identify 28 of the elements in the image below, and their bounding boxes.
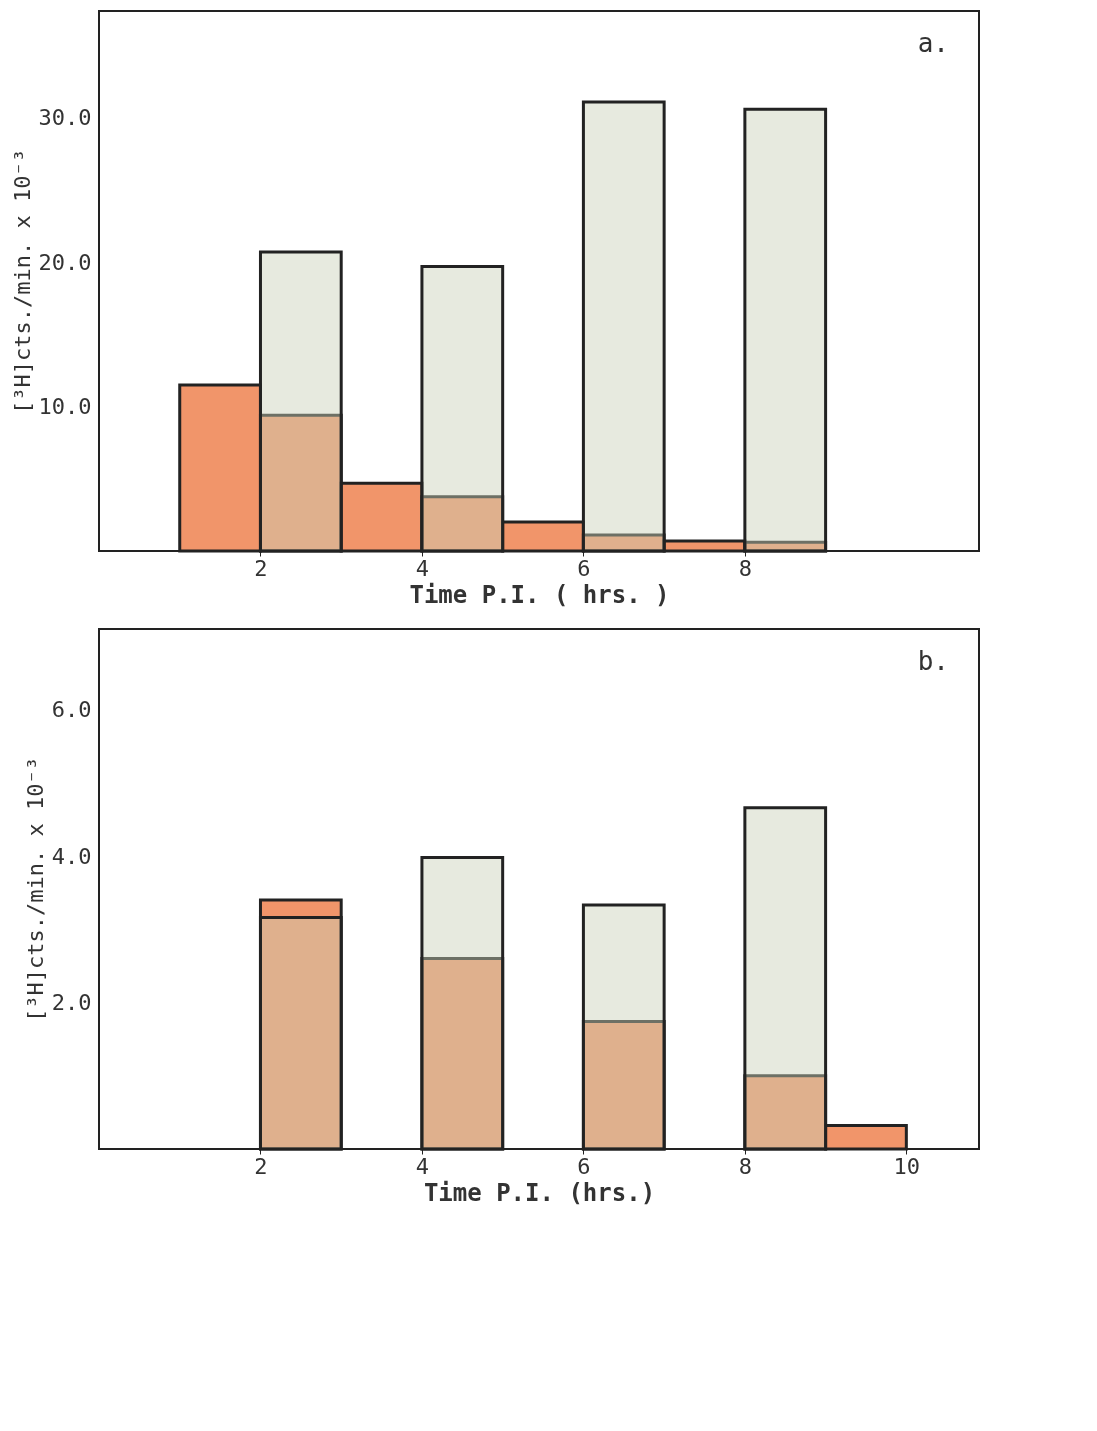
- x-axis-title: Time P.I. (hrs.): [423, 1178, 656, 1207]
- annotation: a.: [917, 28, 949, 58]
- x-tick-label: 2: [254, 555, 268, 581]
- x-tick-label: 4: [415, 555, 430, 581]
- x-tick-label: 8: [738, 1153, 752, 1179]
- bar: [258, 250, 343, 553]
- y-axis-title: [³H]cts./min. x 10⁻³: [9, 149, 35, 414]
- y-tick-label: 2.0: [51, 990, 92, 1016]
- y-tick-label: 30.0: [38, 105, 92, 131]
- bar: [581, 100, 666, 553]
- x-tick-label: 4: [415, 1153, 430, 1179]
- annotation: b.: [917, 646, 949, 676]
- x-tick-label: 10: [893, 1153, 921, 1179]
- x-tick-label: 6: [577, 555, 591, 581]
- x-tick-label: 8: [738, 555, 752, 581]
- bar: [743, 806, 828, 1151]
- bar: [420, 265, 505, 553]
- bar: [743, 107, 828, 553]
- y-tick-label: 10.0: [38, 394, 92, 420]
- x-tick-label: 2: [254, 1153, 268, 1179]
- bar: [581, 903, 666, 1151]
- bar: [420, 856, 505, 1151]
- y-tick-label: 20.0: [38, 249, 92, 275]
- y-tick-label: 4.0: [51, 843, 92, 869]
- x-tick-label: 6: [577, 1153, 591, 1179]
- y-axis-title: [³H]cts./min. x 10⁻³: [22, 757, 48, 1022]
- x-axis-title: Time P.I. ( hrs. ): [409, 580, 670, 609]
- y-tick-label: 6.0: [51, 697, 92, 723]
